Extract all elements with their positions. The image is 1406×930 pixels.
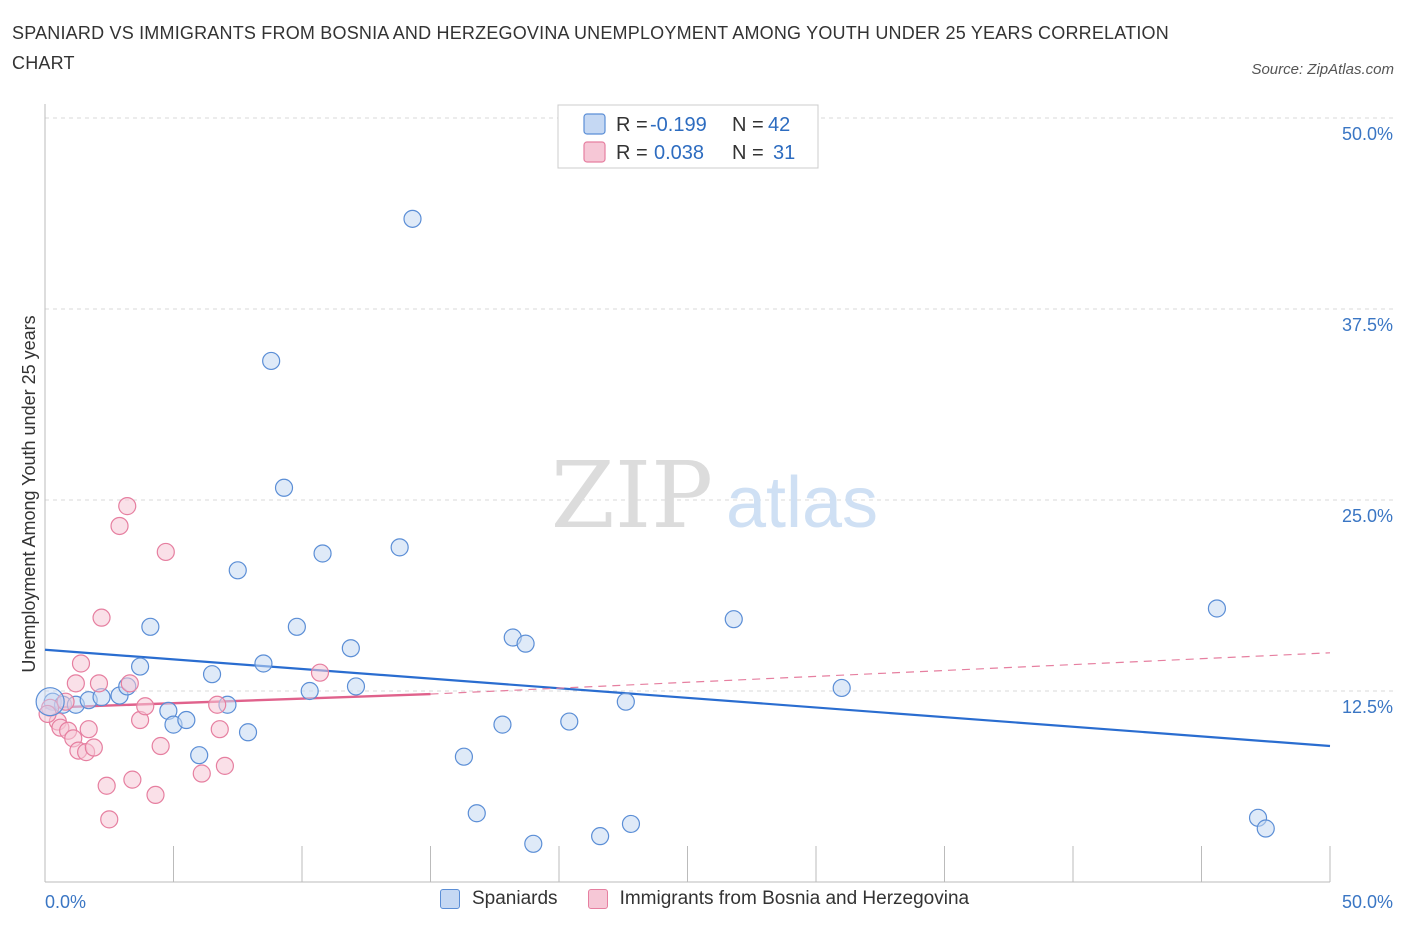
point-spaniards bbox=[516, 634, 535, 653]
point-bosnia bbox=[100, 810, 119, 829]
y-axis-label: Unemployment Among Youth under 25 years bbox=[19, 315, 39, 672]
point-spaniards bbox=[346, 677, 366, 696]
point-bosnia bbox=[151, 736, 170, 756]
source-label: Source: ZipAtlas.com bbox=[1251, 61, 1394, 78]
point-spaniards bbox=[190, 746, 209, 765]
legend-label-spaniards: Spaniards bbox=[472, 888, 558, 909]
trend-line-bosnia bbox=[44, 692, 431, 710]
point-bosnia bbox=[89, 674, 109, 693]
point-spaniards bbox=[341, 639, 360, 658]
watermark-atlas: atlas bbox=[726, 463, 878, 543]
point-spaniards bbox=[130, 657, 150, 676]
axes bbox=[44, 104, 1331, 883]
point-bosnia bbox=[210, 720, 229, 739]
legend-n-value-spaniards: 42 bbox=[768, 114, 790, 136]
point-bosnia bbox=[84, 738, 103, 757]
point-bosnia bbox=[92, 608, 111, 627]
legend-r-label-2: R = bbox=[616, 142, 648, 164]
trend-line-bosnia-extension bbox=[430, 652, 1331, 695]
legend-swatch-spaniards bbox=[583, 113, 606, 135]
point-spaniards bbox=[832, 678, 851, 698]
point-bosnia bbox=[192, 764, 211, 783]
data-points bbox=[35, 209, 1275, 853]
legend-box: R = -0.199 N = 42 R = 0.038 N = 31 bbox=[557, 104, 819, 169]
point-spaniards bbox=[616, 692, 635, 711]
point-bosnia bbox=[215, 756, 234, 775]
point-bosnia bbox=[66, 674, 85, 693]
point-spaniards bbox=[254, 654, 273, 673]
tick-labels: 50.0% 37.5% 25.0% 12.5% 0.0% 50.0% bbox=[45, 124, 1393, 912]
legend-swatch-spaniards-bottom bbox=[440, 889, 460, 909]
point-spaniards bbox=[591, 827, 610, 846]
legend-r-value-bosnia: 0.038 bbox=[654, 142, 704, 164]
point-bosnia bbox=[97, 776, 116, 795]
point-spaniards bbox=[560, 712, 579, 731]
watermark-zip: ZIP bbox=[551, 442, 713, 549]
legend-n-value-bosnia: 31 bbox=[773, 142, 795, 164]
legend-item-bosnia: Immigrants from Bosnia and Herzegovina bbox=[587, 888, 970, 910]
legend-n-label-2: N = bbox=[732, 142, 764, 164]
legend-swatch-bosnia bbox=[583, 141, 606, 163]
point-spaniards bbox=[202, 665, 222, 684]
point-spaniards bbox=[141, 617, 160, 636]
point-spaniards bbox=[177, 710, 196, 730]
point-spaniards bbox=[467, 804, 486, 823]
point-bosnia bbox=[71, 654, 91, 673]
point-spaniards bbox=[262, 351, 281, 371]
point-spaniards bbox=[390, 538, 409, 557]
point-bosnia bbox=[208, 695, 227, 714]
point-bosnia bbox=[120, 674, 139, 693]
point-bosnia bbox=[310, 663, 330, 682]
point-spaniards bbox=[454, 747, 474, 766]
x-tick-label-min: 0.0% bbox=[45, 892, 86, 912]
y-tick-label: 50.0% bbox=[1342, 124, 1393, 144]
y-tick-label: 37.5% bbox=[1342, 315, 1393, 335]
point-spaniards bbox=[403, 209, 422, 228]
chart-title: SPANIARD VS IMMIGRANTS FROM BOSNIA AND H… bbox=[12, 23, 1169, 73]
point-bosnia bbox=[146, 785, 165, 805]
point-spaniards bbox=[274, 478, 294, 497]
legend-label-bosnia: Immigrants from Bosnia and Herzegovina bbox=[619, 888, 970, 909]
point-bosnia bbox=[79, 720, 98, 739]
point-bosnia bbox=[123, 770, 142, 789]
legend-r-value-spaniards: -0.199 bbox=[650, 114, 707, 136]
point-spaniards bbox=[287, 617, 306, 636]
point-cluster-spaniards bbox=[35, 687, 65, 717]
point-spaniards bbox=[621, 814, 641, 834]
point-bosnia bbox=[110, 516, 129, 536]
y-tick-label: 25.0% bbox=[1342, 506, 1393, 526]
point-spaniards bbox=[724, 610, 743, 629]
point-spaniards bbox=[300, 681, 319, 701]
legend-swatch-bosnia-bottom bbox=[587, 889, 608, 909]
point-spaniards bbox=[524, 834, 543, 853]
legend-n-label-1: N = bbox=[732, 114, 764, 136]
point-bosnia bbox=[118, 497, 137, 516]
point-spaniards bbox=[493, 715, 512, 734]
trend-lines bbox=[44, 648, 1331, 748]
legend-r-label-1: R = bbox=[616, 114, 648, 136]
point-spaniards bbox=[238, 723, 258, 742]
point-spaniards bbox=[1207, 599, 1227, 618]
point-bosnia bbox=[56, 692, 75, 711]
point-bosnia bbox=[156, 542, 175, 562]
x-tick-label-max: 50.0% bbox=[1342, 892, 1393, 912]
point-spaniards bbox=[1256, 819, 1275, 838]
gridlines bbox=[45, 117, 1395, 692]
y-tick-label: 12.5% bbox=[1342, 697, 1393, 717]
legend-item-spaniards: Spaniards bbox=[440, 888, 558, 910]
point-spaniards bbox=[228, 561, 247, 580]
point-spaniards bbox=[313, 544, 332, 563]
trend-line-spaniards bbox=[44, 648, 1331, 748]
bottom-legend: Spaniards Immigrants from Bosnia and Her… bbox=[440, 888, 999, 910]
point-bosnia bbox=[136, 697, 155, 716]
